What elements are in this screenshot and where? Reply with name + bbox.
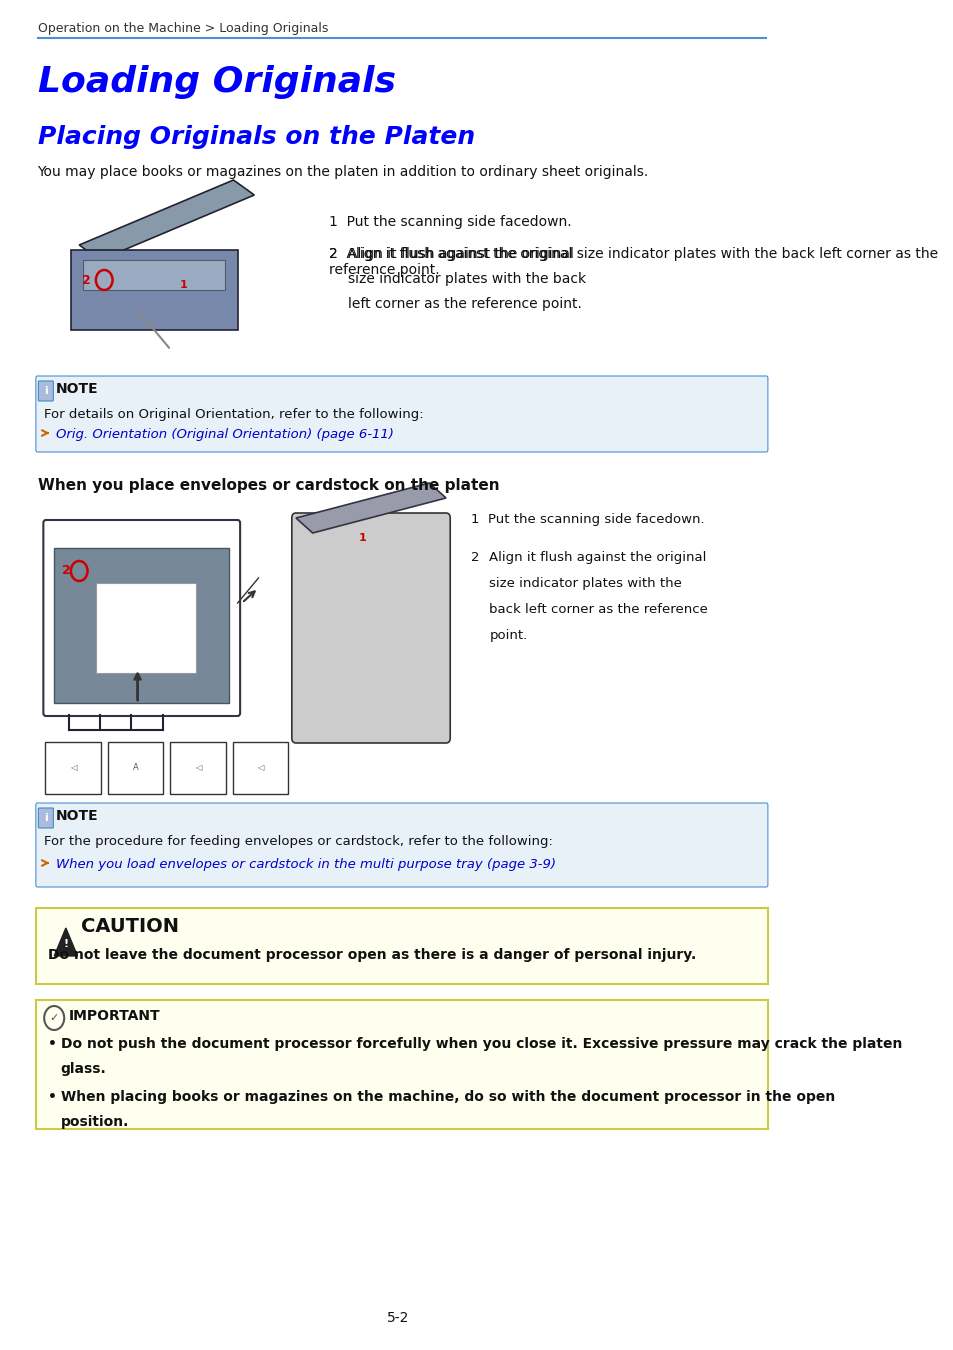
FancyBboxPatch shape bbox=[43, 520, 240, 716]
Polygon shape bbox=[71, 250, 237, 329]
Text: 2: 2 bbox=[81, 274, 91, 286]
Text: Do not push the document processor forcefully when you close it. Excessive press: Do not push the document processor force… bbox=[61, 1037, 902, 1052]
Text: 5-2: 5-2 bbox=[386, 1311, 409, 1324]
Text: NOTE: NOTE bbox=[56, 382, 98, 396]
FancyBboxPatch shape bbox=[96, 583, 195, 674]
Text: 2: 2 bbox=[471, 551, 479, 564]
Text: Placing Originals on the Platen: Placing Originals on the Platen bbox=[37, 126, 475, 148]
FancyBboxPatch shape bbox=[36, 1000, 767, 1129]
FancyBboxPatch shape bbox=[233, 743, 288, 794]
Text: Align it flush against the original: Align it flush against the original bbox=[347, 247, 573, 261]
Text: 1  Put the scanning side facedown.: 1 Put the scanning side facedown. bbox=[471, 513, 704, 526]
Text: When you load envelopes or cardstock in the multi purpose tray (page 3-9): When you load envelopes or cardstock in … bbox=[56, 859, 556, 871]
Text: 2  Align it flush against the original size indicator plates with the back left : 2 Align it flush against the original si… bbox=[329, 247, 938, 277]
Text: !: ! bbox=[63, 940, 69, 949]
Text: Operation on the Machine > Loading Originals: Operation on the Machine > Loading Origi… bbox=[37, 22, 328, 35]
Text: •: • bbox=[48, 1037, 56, 1052]
Text: •: • bbox=[48, 1089, 56, 1104]
Text: 1: 1 bbox=[179, 279, 187, 290]
FancyBboxPatch shape bbox=[38, 381, 53, 401]
Text: left corner as the reference point.: left corner as the reference point. bbox=[347, 297, 581, 310]
Text: back left corner as the reference: back left corner as the reference bbox=[489, 603, 707, 616]
FancyBboxPatch shape bbox=[38, 809, 53, 828]
Polygon shape bbox=[83, 261, 225, 290]
Polygon shape bbox=[295, 483, 446, 533]
Text: 2: 2 bbox=[62, 564, 71, 578]
Text: Orig. Orientation (Original Orientation) (page 6-11): Orig. Orientation (Original Orientation)… bbox=[56, 428, 394, 441]
Text: For details on Original Orientation, refer to the following:: For details on Original Orientation, ref… bbox=[44, 408, 423, 421]
Text: point.: point. bbox=[489, 629, 527, 643]
Text: Do not leave the document processor open as there is a danger of personal injury: Do not leave the document processor open… bbox=[48, 948, 695, 963]
Text: ◁: ◁ bbox=[194, 764, 201, 772]
Text: size indicator plates with the: size indicator plates with the bbox=[489, 576, 681, 590]
Text: position.: position. bbox=[61, 1115, 129, 1129]
Text: NOTE: NOTE bbox=[56, 809, 98, 824]
Text: IMPORTANT: IMPORTANT bbox=[70, 1008, 161, 1023]
Text: Loading Originals: Loading Originals bbox=[37, 65, 395, 99]
Text: i: i bbox=[44, 386, 48, 396]
FancyBboxPatch shape bbox=[36, 803, 767, 887]
Text: Align it flush against the original: Align it flush against the original bbox=[489, 551, 706, 564]
Text: size indicator plates with the back: size indicator plates with the back bbox=[347, 271, 585, 286]
FancyBboxPatch shape bbox=[170, 743, 226, 794]
Text: CAUTION: CAUTION bbox=[81, 917, 178, 936]
Text: ◁: ◁ bbox=[70, 764, 76, 772]
Text: When you place envelopes or cardstock on the platen: When you place envelopes or cardstock on… bbox=[37, 478, 498, 493]
FancyBboxPatch shape bbox=[108, 743, 163, 794]
Text: A: A bbox=[132, 764, 138, 772]
FancyBboxPatch shape bbox=[54, 548, 229, 703]
Text: You may place books or magazines on the platen in addition to ordinary sheet ori: You may place books or magazines on the … bbox=[37, 165, 648, 180]
Text: i: i bbox=[44, 813, 48, 823]
Text: glass.: glass. bbox=[61, 1062, 107, 1076]
Polygon shape bbox=[79, 180, 254, 261]
FancyBboxPatch shape bbox=[36, 909, 767, 984]
Polygon shape bbox=[54, 927, 77, 956]
Text: 1: 1 bbox=[358, 533, 366, 543]
Text: ◁: ◁ bbox=[257, 764, 264, 772]
Text: When placing books or magazines on the machine, do so with the document processo: When placing books or magazines on the m… bbox=[61, 1089, 834, 1104]
Text: ✓: ✓ bbox=[50, 1012, 59, 1023]
Text: 1  Put the scanning side facedown.: 1 Put the scanning side facedown. bbox=[329, 215, 572, 230]
FancyBboxPatch shape bbox=[292, 513, 450, 742]
FancyBboxPatch shape bbox=[36, 377, 767, 452]
Text: 2: 2 bbox=[329, 247, 337, 261]
Text: For the procedure for feeding envelopes or cardstock, refer to the following:: For the procedure for feeding envelopes … bbox=[44, 836, 553, 848]
FancyBboxPatch shape bbox=[45, 743, 101, 794]
